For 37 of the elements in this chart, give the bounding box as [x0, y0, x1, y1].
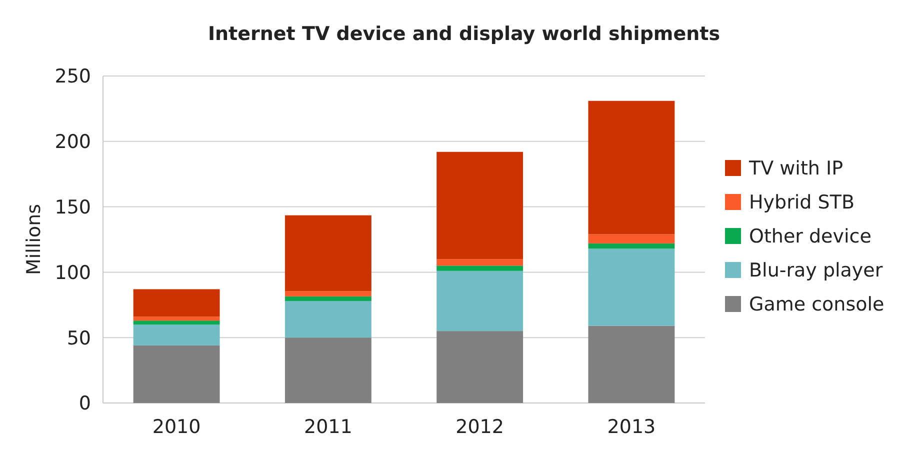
- bar: [588, 234, 675, 244]
- legend-label: Other device: [749, 226, 872, 248]
- legend-label: Blu-ray player: [749, 260, 883, 282]
- x-tick-label: 2013: [607, 416, 656, 438]
- bar: [436, 152, 524, 260]
- bar: [588, 243, 675, 249]
- x-tick-label: 2010: [152, 416, 201, 438]
- legend-label: Hybrid STB: [749, 192, 854, 214]
- bar: [436, 259, 524, 266]
- x-tick-label: 2012: [456, 416, 504, 438]
- bar: [588, 248, 675, 326]
- bar: [436, 331, 524, 403]
- bar: [284, 300, 372, 338]
- y-tick-label: 50: [66, 327, 91, 350]
- bar: [436, 270, 524, 332]
- legend-label: TV with IP: [748, 158, 844, 180]
- bar: [436, 266, 524, 271]
- y-tick-label: 250: [54, 66, 91, 88]
- y-tick-label: 200: [54, 131, 91, 154]
- legend-label: Game console: [749, 294, 884, 316]
- bar: [588, 326, 675, 403]
- y-tick-label: 150: [54, 196, 91, 218]
- bar: [133, 316, 220, 321]
- bar: [284, 296, 372, 301]
- chart-title: Internet TV device and display world shipments: [208, 23, 720, 45]
- y-axis-title: Millions: [23, 204, 45, 276]
- bar: [284, 291, 372, 296]
- bar: [133, 345, 220, 403]
- bar: [284, 338, 372, 403]
- bar: [133, 289, 220, 317]
- bar: [133, 324, 220, 346]
- x-tick-label: 2011: [304, 416, 352, 438]
- bar: [588, 100, 675, 234]
- bar: [284, 215, 372, 292]
- y-tick-label: 100: [54, 262, 91, 284]
- y-tick-label: 0: [78, 392, 91, 415]
- bar: [133, 320, 220, 325]
